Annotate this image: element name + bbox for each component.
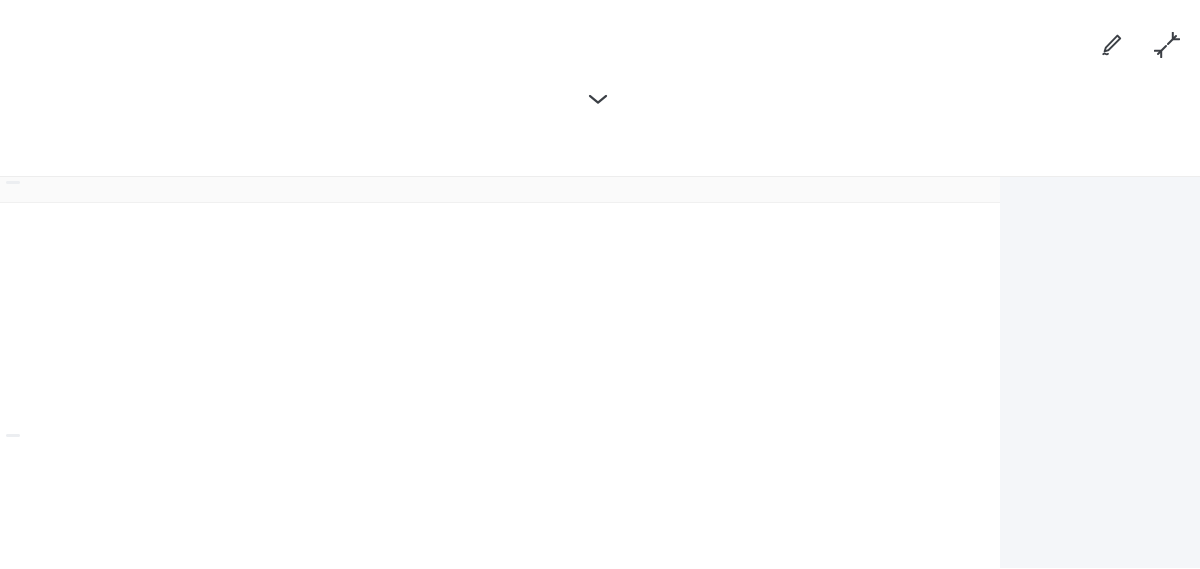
macd-chart[interactable] — [0, 457, 1000, 562]
macd-indicator-chip[interactable] — [6, 434, 20, 437]
fullscreen-expand-icon[interactable] — [1152, 30, 1182, 60]
indicator-sidebar — [1000, 177, 1200, 568]
expand-quote-chevron-down-icon[interactable] — [586, 92, 610, 106]
period-tabs — [0, 120, 1200, 177]
draw-pencil-icon[interactable] — [1096, 30, 1126, 60]
chart-body — [0, 177, 1200, 568]
chart-column — [0, 177, 1000, 568]
quote-stats-grid — [648, 24, 1048, 38]
quote-header — [0, 0, 1200, 120]
ma-indicator-chip[interactable] — [6, 181, 20, 184]
price-chart[interactable] — [0, 203, 1000, 429]
ma-legend — [0, 177, 1000, 203]
header-actions — [1096, 30, 1182, 60]
macd-legend — [0, 429, 1000, 457]
symbol-block — [18, 14, 56, 28]
